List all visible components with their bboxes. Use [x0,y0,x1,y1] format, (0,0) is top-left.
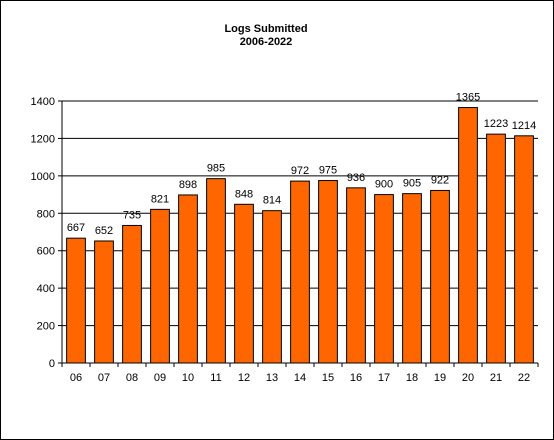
data-label: 848 [235,188,253,200]
data-label: 1223 [484,118,508,130]
data-label: 821 [151,193,169,205]
data-label: 905 [403,178,421,190]
bar [374,194,394,364]
y-tick-label: 600 [37,246,55,258]
bar [262,210,282,364]
data-label: 972 [291,165,309,177]
y-tick-label: 800 [37,208,55,220]
bar [486,133,506,364]
chart-title: Logs Submitted [224,23,307,35]
x-tick-label: 07 [98,372,110,384]
bars [66,107,534,364]
x-tick-label: 08 [126,372,138,384]
data-label: 667 [67,222,85,234]
data-label: 1214 [512,120,536,132]
x-tick-label: 15 [322,372,334,384]
y-tick-label: 1200 [31,133,55,145]
x-tick-label: 20 [462,372,474,384]
data-label: 975 [319,165,337,177]
x-tick-label: 09 [154,372,166,384]
bar [346,187,366,364]
data-label: 814 [263,195,281,207]
y-tick-label: 0 [49,358,55,370]
bar [514,135,534,364]
data-label: 1365 [456,92,480,104]
y-tick-label: 1000 [31,171,55,183]
x-tick-label: 16 [350,372,362,384]
y-tick-label: 1400 [31,96,55,108]
x-tick-label: 12 [238,372,250,384]
x-tick-label: 11 [210,372,221,384]
bar [66,237,86,364]
bar [318,180,338,364]
bar [206,178,226,364]
x-tick-label: 10 [182,372,194,384]
x-tick-label: 17 [378,372,390,384]
bar [290,180,310,364]
x-tick-label: 06 [70,372,82,384]
bar [234,203,254,364]
bar [178,194,198,364]
data-label: 735 [123,209,141,221]
bar [94,240,114,364]
data-label: 652 [95,225,113,237]
chart-subtitle: 2006-2022 [240,36,293,48]
x-tick-label: 13 [266,372,278,384]
y-tick-label: 400 [37,283,55,295]
bar [150,208,170,364]
x-tick-label: 18 [406,372,418,384]
bar [430,189,450,364]
x-tick-label: 14 [294,372,306,384]
data-label: 936 [347,172,365,184]
y-tick-labels: 0 200 400 600 800 1000 1200 1400 [31,96,55,370]
bar [122,224,142,364]
x-tick-label: 22 [518,372,530,384]
bar [458,107,478,364]
axes [58,100,539,367]
x-tick-label: 19 [434,372,446,384]
data-label: 900 [375,179,393,191]
x-tick-labels: 06 07 08 09 10 11 12 13 14 15 16 17 18 19 20 21 22 [70,372,530,384]
data-label: 985 [207,163,225,175]
x-tick-label: 21 [490,372,502,384]
bar [402,193,422,364]
y-tick-label: 200 [37,321,55,333]
data-label: 922 [431,174,449,186]
data-labels: 667 652 735 821 898 985 848 814 972 975 936 900 905 9… [67,92,536,237]
data-label: 898 [179,179,197,191]
